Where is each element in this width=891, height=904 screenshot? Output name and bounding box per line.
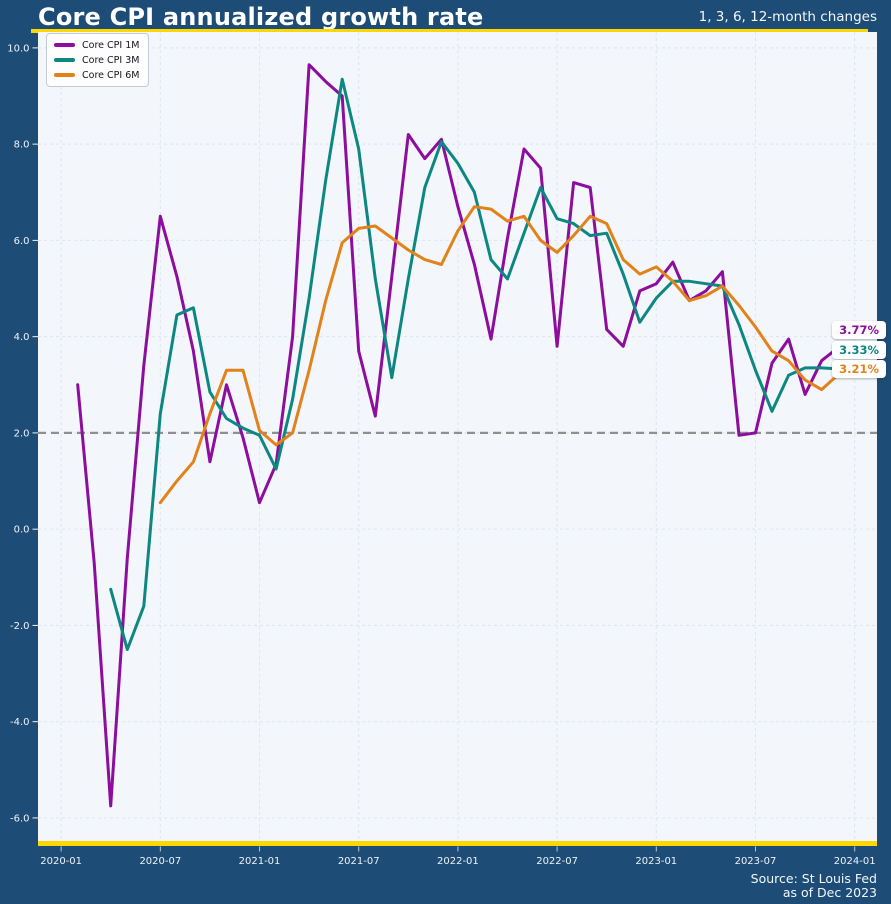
line-core-cpi-6m [158, 205, 840, 505]
y-tick-label: 4.0 [14, 332, 30, 343]
page-title: Core CPI annualized growth rate [38, 3, 484, 31]
x-tick-label: 2022-07 [536, 856, 578, 867]
legend-swatch [54, 58, 75, 62]
y-tick-label: 2.0 [14, 428, 30, 439]
page-subtitle: 1, 3, 6, 12-month changes [698, 9, 877, 25]
x-tick-label: 2021-07 [338, 856, 380, 867]
legend-swatch [54, 43, 75, 47]
asof-line: as of Dec 2023 [782, 884, 877, 900]
y-tick-label: 8.0 [14, 140, 30, 151]
x-tick-label: 2023-07 [735, 856, 777, 867]
y-tick-label: 0.0 [14, 525, 30, 536]
y-tick-label: 6.0 [14, 236, 30, 247]
end-value-label-core-cpi-1m: 3.77% [832, 320, 886, 339]
y-tick-label: -6.0 [10, 813, 30, 824]
x-tick-label: 2022-01 [437, 856, 479, 867]
line-core-cpi-3m [109, 77, 840, 651]
x-tick-label: 2020-07 [139, 856, 181, 867]
end-value-label-core-cpi-6m: 3.21% [832, 359, 886, 378]
source-line: Source: St Louis Fed [750, 871, 877, 886]
y-tick-label: -4.0 [10, 717, 30, 728]
legend-item-core-cpi-6m: Core CPI 6M [54, 69, 139, 81]
legend-label: Core CPI 1M [82, 39, 140, 51]
x-tick-label: 2024-01 [834, 856, 876, 867]
legend-item-core-cpi-3m: Core CPI 3M [54, 54, 139, 66]
title-underline [31, 29, 868, 33]
legend-label: Core CPI 6M [82, 69, 140, 81]
y-tick-label: -2.0 [10, 621, 30, 632]
x-tick-label: 2020-01 [40, 856, 82, 867]
legend: Core CPI 1M Core CPI 3M Core CPI 6M [46, 33, 150, 87]
x-tick-label: 2021-01 [239, 856, 281, 867]
x-axis-baseline [38, 841, 877, 846]
legend-label: Core CPI 3M [82, 54, 140, 66]
end-value-label-core-cpi-3m: 3.33% [832, 340, 886, 359]
y-tick-label: 10.0 [7, 43, 29, 54]
legend-item-core-cpi-1m: Core CPI 1M [54, 39, 139, 51]
source-note: Source: St Louis Fed as of Dec 2023 [751, 872, 877, 899]
legend-swatch [54, 73, 75, 77]
x-tick-label: 2023-01 [635, 856, 677, 867]
